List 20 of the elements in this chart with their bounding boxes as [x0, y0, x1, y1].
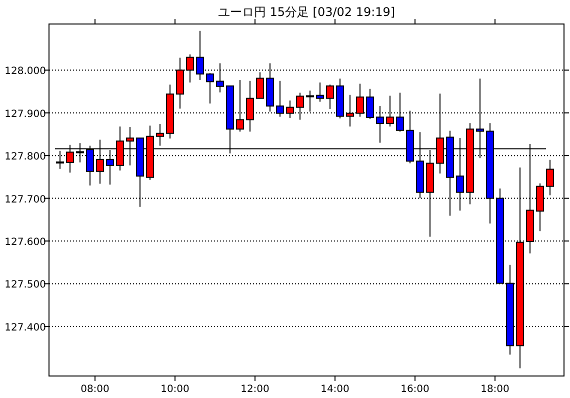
candlestick [326, 84, 334, 110]
y-tick-label: 127.900 [4, 108, 46, 120]
x-tick-label: 18:00 [480, 384, 510, 395]
x-tick-label: 16:00 [400, 384, 430, 395]
y-tick-label: 127.400 [4, 322, 46, 334]
candlestick [206, 72, 214, 104]
x-tick-label: 10:00 [160, 384, 190, 395]
x-tick-label: 12:00 [240, 384, 270, 395]
chart-title: ユーロ円 15分足 [03/02 19:19] [218, 5, 396, 19]
candlestick [156, 123, 164, 146]
candlestick [316, 82, 324, 102]
candlestick [256, 72, 264, 99]
y-tick-label: 127.600 [4, 237, 46, 248]
candlestick [546, 159, 554, 196]
y-tick-label: 127.700 [4, 194, 46, 206]
x-tick-label: 14:00 [320, 384, 350, 395]
y-tick-label: 128.000 [4, 66, 46, 78]
y-tick-label: 127.500 [4, 280, 46, 291]
y-tick-label: 127.800 [4, 152, 46, 163]
x-tick-label: 08:00 [80, 384, 110, 395]
